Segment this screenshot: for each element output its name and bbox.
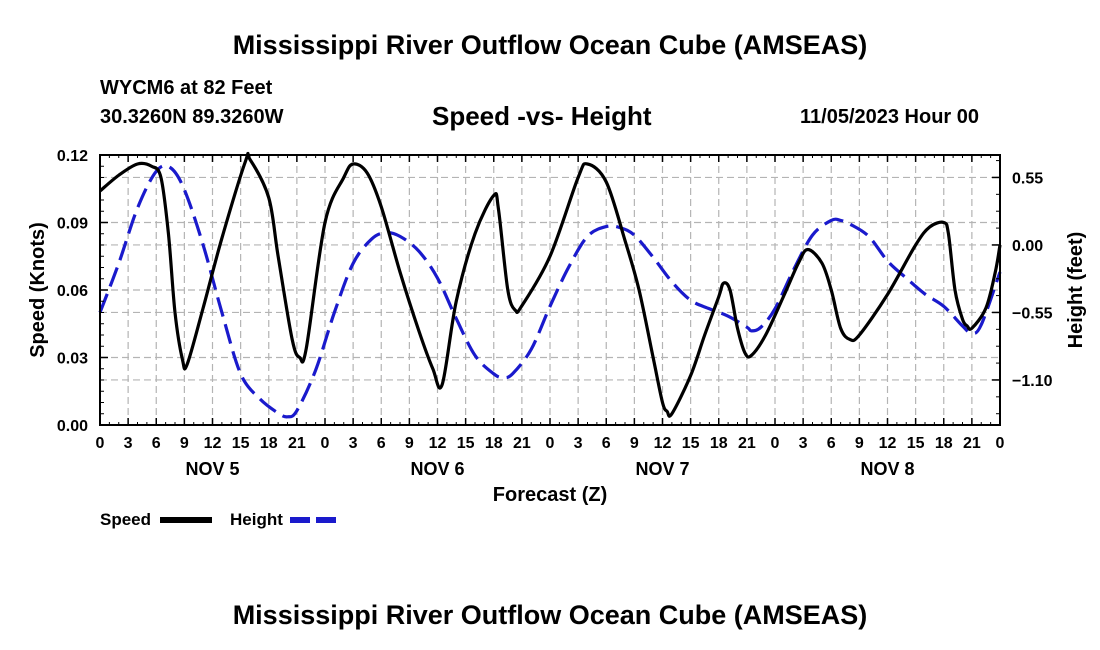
y2-axis-label: Height (feet) (1065, 232, 1087, 349)
x-tick-label: 0 (771, 435, 780, 452)
x-tick-label: 12 (654, 435, 672, 452)
series-speed-line (98, 151, 1002, 418)
station-label: WYCM6 at 82 Feet (100, 77, 273, 99)
x-tick-label: 12 (879, 435, 897, 452)
series-height-line (98, 164, 1002, 419)
x-tick-label: 6 (152, 435, 161, 452)
x-tick-label: 0 (996, 435, 1005, 452)
x-tick-label: 6 (827, 435, 836, 452)
y-tick-label: 0.03 (57, 351, 88, 368)
y2-tick-label: 0.55 (1012, 170, 1043, 187)
series-layer (98, 151, 1002, 419)
legend-height-swatch (290, 517, 342, 523)
x-day-label: NOV 7 (635, 459, 689, 479)
x-tick-label: 6 (377, 435, 386, 452)
speed-vs-height-chart: 0 3 6 9 12 15 18 21 0 3 6 9 12 15 18 21 0 3 6 9 12 15 18 21 0 3 6 9… (27, 148, 1087, 506)
y-tick-label: 0.00 (57, 418, 88, 435)
chart-footer-title: Mississippi River Outflow Ocean Cube (AM… (232, 600, 868, 630)
x-tick-label: 18 (260, 435, 278, 452)
x-tick-label: 15 (907, 435, 925, 452)
x-tick-label: 3 (349, 435, 358, 452)
x-axis-label: Forecast (Z) (493, 484, 607, 506)
x-tick-label: 15 (682, 435, 700, 452)
x-tick-label: 6 (602, 435, 611, 452)
y2-tick-label: 0.00 (1012, 238, 1043, 255)
x-tick-label: 15 (232, 435, 250, 452)
legend-speed-label: Speed (100, 510, 152, 529)
x-tick-label: 3 (124, 435, 133, 452)
x-tick-label: 9 (405, 435, 414, 452)
x-tick-label: 21 (963, 435, 981, 452)
chart-subtitle: Speed -vs- Height (432, 101, 652, 131)
x-tick-label: 15 (457, 435, 475, 452)
y-axis-label: Speed (Knots) (27, 222, 49, 358)
y-tick-label: 0.12 (57, 148, 88, 165)
y2-tick-label: −0.55 (1012, 305, 1053, 322)
y2-tick-label: −1.10 (1012, 373, 1053, 390)
x-tick-label: 9 (855, 435, 864, 452)
chart-main-title: Mississippi River Outflow Ocean Cube (AM… (232, 30, 868, 60)
legend-speed-swatch (160, 517, 212, 523)
x-tick-label: 9 (180, 435, 189, 452)
coordinates-label: 30.3260N 89.3260W (100, 106, 284, 128)
x-tick-label: 3 (799, 435, 808, 452)
x-day-label: NOV 5 (185, 459, 239, 479)
x-tick-label: 21 (288, 435, 306, 452)
x-tick-label: 0 (546, 435, 555, 452)
forecast-datetime: 11/05/2023 Hour 00 (800, 106, 980, 128)
x-tick-label: 12 (429, 435, 447, 452)
x-tick-label: 21 (513, 435, 531, 452)
x-tick-label: 21 (738, 435, 756, 452)
x-tick-label: 9 (630, 435, 639, 452)
y-tick-label: 0.09 (57, 216, 88, 233)
x-tick-label: 0 (321, 435, 330, 452)
x-tick-label: 18 (710, 435, 728, 452)
axes-layer: 0 3 6 9 12 15 18 21 0 3 6 9 12 15 18 21 0 3 6 9 12 15 18 21 0 3 6 9… (57, 148, 1053, 479)
x-day-label: NOV 8 (860, 459, 914, 479)
x-tick-label: 0 (96, 435, 105, 452)
x-day-label: NOV 6 (410, 459, 464, 479)
x-tick-label: 18 (935, 435, 953, 452)
legend-height-label: Height (230, 510, 283, 529)
x-tick-label: 12 (204, 435, 222, 452)
y-tick-label: 0.06 (57, 283, 88, 300)
x-tick-label: 3 (574, 435, 583, 452)
x-tick-label: 18 (485, 435, 503, 452)
